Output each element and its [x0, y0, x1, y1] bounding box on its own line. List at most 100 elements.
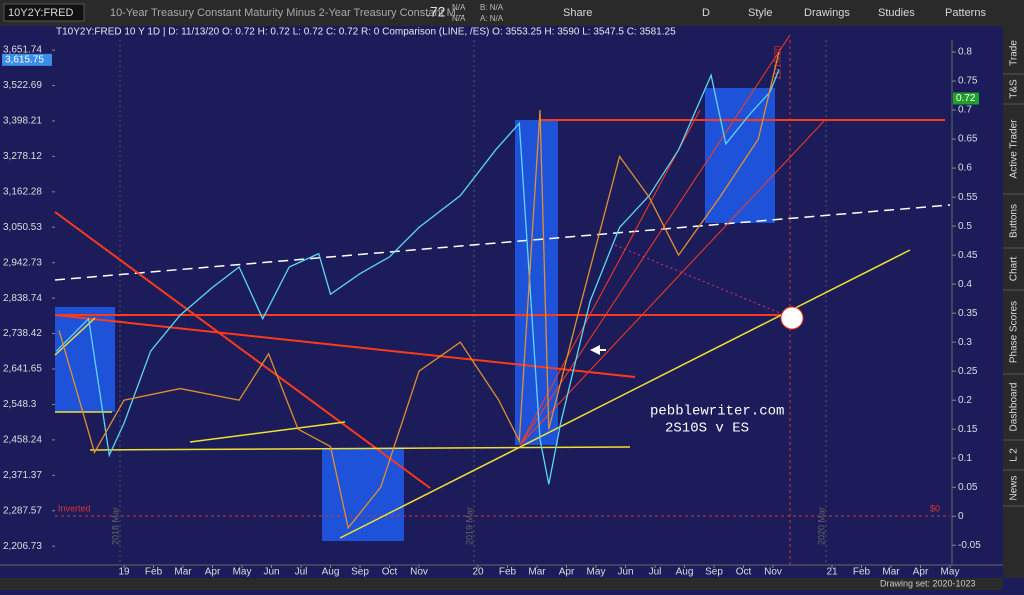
- x-tick-label: Apr: [205, 567, 221, 578]
- x-tick-label: Sep: [705, 567, 723, 578]
- symbol-box[interactable]: [3, 3, 85, 22]
- side-tab[interactable]: Trade: [1009, 40, 1020, 66]
- fan-line: [519, 119, 826, 446]
- info-line: T10Y2Y:FRED 10 Y 1D | D: 11/13/20 O: 0.7…: [56, 27, 676, 38]
- y2-tick-label: 0.05: [958, 482, 978, 493]
- chart-subtitle: 2S10S v ES: [665, 421, 749, 437]
- x-tick-label: Sep: [351, 567, 369, 578]
- y2-tick-label: 0.25: [958, 366, 978, 377]
- box: [322, 448, 404, 541]
- x-tick-label: 21: [826, 567, 838, 578]
- price-tag-label: 3,615.75: [5, 54, 44, 65]
- side-tab[interactable]: Phase Scores: [1009, 301, 1020, 363]
- y2-tick-label: 0.2: [958, 395, 972, 406]
- share-button[interactable]: Share: [563, 7, 592, 19]
- y2-tick-label: 0.5: [958, 221, 972, 232]
- x-tick-label: Feb: [499, 567, 517, 578]
- side-tab[interactable]: Active Trader: [1009, 119, 1020, 179]
- side-tabs: Trade T&S Active Trader Buttons Chart Phase S…: [1003, 40, 1024, 507]
- x-tick-label: Feb: [853, 567, 871, 578]
- site-label: pebblewriter.com: [650, 404, 784, 420]
- y2-tick-label: 0.45: [958, 250, 978, 261]
- side-tab[interactable]: Buttons: [1009, 204, 1020, 238]
- support-line: [54, 317, 96, 356]
- x-tick-label: Mar: [528, 567, 546, 578]
- patterns-button[interactable]: Patterns: [945, 7, 986, 19]
- y2-tick-label: 0.7: [958, 105, 972, 116]
- drawings-button[interactable]: Drawings: [804, 7, 850, 19]
- fan-line: [519, 34, 791, 446]
- y2-tick-label: 0: [958, 511, 964, 522]
- side-tab[interactable]: Chart: [1009, 257, 1020, 282]
- x-tick-label: May: [587, 567, 606, 578]
- target-circle: [780, 306, 804, 330]
- side-tab[interactable]: T&S: [1009, 79, 1020, 99]
- side-tab[interactable]: Dashboard: [1009, 383, 1020, 432]
- status: Drawing set: 2020-1023: [880, 578, 976, 588]
- x-tick-label: 20: [472, 567, 484, 578]
- y2-tick-label: 0.6: [958, 163, 972, 174]
- symbol[interactable]: 10Y2Y:FRED: [8, 7, 73, 19]
- side-tab[interactable]: L 2: [1009, 448, 1020, 462]
- x-tick-label: Jul: [295, 567, 308, 578]
- year-label: 2020 Mar: [816, 507, 826, 545]
- x-tick-label: Oct: [736, 567, 752, 578]
- change-pct: N/A: [452, 14, 466, 23]
- arrow: [590, 345, 606, 355]
- x-tick-label: May: [233, 567, 252, 578]
- period-button[interactable]: D: [702, 7, 710, 19]
- support-line: [89, 446, 631, 451]
- x-tick-label: Oct: [382, 567, 398, 578]
- y-tick-label: 3,522.69: [3, 80, 42, 91]
- studies-button[interactable]: Studies: [878, 7, 915, 19]
- x-tick-label: Apr: [913, 567, 929, 578]
- price-tag-label: 0.72: [956, 93, 976, 104]
- x-tick-label: Mar: [882, 567, 900, 578]
- y-tick-label: 2,942.73: [3, 257, 42, 268]
- date-label: 11/16/20: [772, 46, 782, 80]
- toolbar: [0, 0, 1024, 26]
- y-tick-label: 3,278.12: [3, 151, 42, 162]
- y2-tick-label: 0.65: [958, 134, 978, 145]
- inverted-label: Inverted: [58, 503, 91, 513]
- x-tick-label: Apr: [559, 567, 575, 578]
- x-tick-label: Jun: [617, 567, 633, 578]
- x-tick-label: Mar: [174, 567, 192, 578]
- trend-line: [54, 211, 431, 489]
- box: [55, 307, 115, 412]
- series-line: [58, 51, 780, 530]
- y2-tick-label: 0.3: [958, 337, 972, 348]
- x-tick-label: Feb: [145, 567, 163, 578]
- x-tick-label: Jun: [263, 567, 279, 578]
- side-tab[interactable]: News: [1009, 475, 1020, 500]
- price-tag: [953, 92, 979, 105]
- y2-tick-label: 0.1: [958, 453, 972, 464]
- y2-tick-label: 0.15: [958, 424, 978, 435]
- trend-line: [54, 314, 636, 378]
- y-tick-label: 3,398.21: [3, 116, 42, 127]
- x-tick-label: Jul: [649, 567, 662, 578]
- y-tick-label: 2,838.74: [3, 293, 42, 304]
- status-bar: [0, 578, 1003, 590]
- style-button[interactable]: Style: [748, 7, 772, 19]
- x-tick-label: May: [941, 567, 960, 578]
- support-line: [189, 421, 346, 443]
- y-tick-label: 2,206.73: [3, 541, 42, 552]
- y-tick-label: 3,162.28: [3, 186, 42, 197]
- change: N/A: [452, 3, 466, 12]
- x-tick-label: Aug: [322, 567, 340, 578]
- y-tick-label: 3,050.53: [3, 222, 42, 233]
- y-tick-label: 2,548.3: [3, 399, 37, 410]
- x-tick-label: Nov: [410, 567, 428, 578]
- price-tag: [2, 53, 52, 66]
- bid: B: N/A: [480, 3, 504, 12]
- y2-tick-label: 0.8: [958, 47, 972, 58]
- x-tick-label: 19: [118, 567, 130, 578]
- year-label: 2019 Mar: [464, 507, 474, 545]
- y-tick-label: 2,458.24: [3, 435, 42, 446]
- series-line: [55, 69, 780, 485]
- x-tick-label: Nov: [764, 567, 782, 578]
- description: 10-Year Treasury Constant Maturity Minus…: [110, 7, 465, 19]
- y-tick-label: 2,641.65: [3, 364, 42, 375]
